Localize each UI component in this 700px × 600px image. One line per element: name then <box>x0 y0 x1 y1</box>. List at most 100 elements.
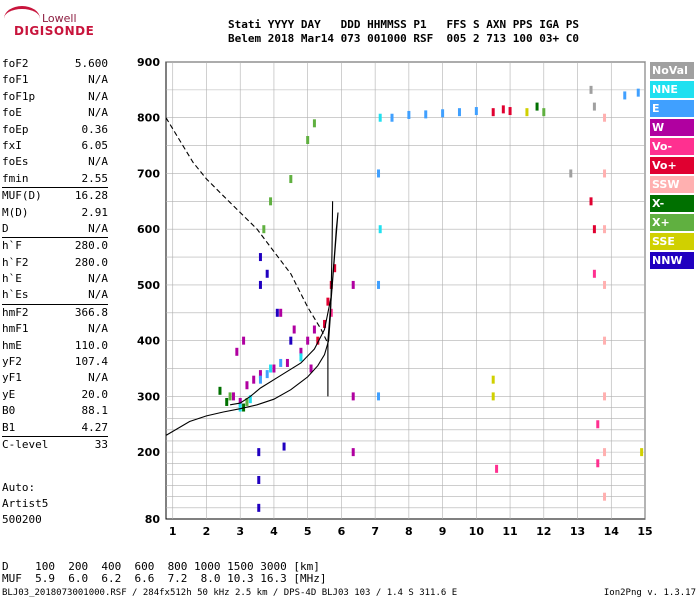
data-point <box>299 353 303 362</box>
param-value: N/A <box>88 155 108 169</box>
data-point <box>257 475 261 484</box>
logo-digisonde: DIGISONDE <box>14 24 95 38</box>
header-line1: Stati YYYY DAY DDD HHMMSS P1 FFS S AXN P… <box>228 18 579 31</box>
data-point <box>257 448 261 457</box>
param-name: M(D) <box>2 205 29 219</box>
legend-item: X- <box>650 195 694 212</box>
data-point <box>312 119 316 128</box>
data-point <box>424 110 428 119</box>
param-row: yF1 N/A <box>2 370 108 386</box>
data-point <box>245 397 249 406</box>
x-tick-label: 15 <box>637 525 652 538</box>
data-point <box>491 375 495 384</box>
auto-info: Auto: Artist5 500200 <box>2 480 48 528</box>
x-tick-label: 13 <box>570 525 585 538</box>
data-point <box>592 102 596 111</box>
param-value: N/A <box>88 272 108 286</box>
legend-item: NNE <box>650 81 694 98</box>
param-row: foF1 N/A <box>2 72 108 88</box>
data-point <box>377 169 381 178</box>
param-value: 366.8 <box>74 305 108 319</box>
param-name: h`F <box>2 239 22 253</box>
param-row: C-level 33 <box>2 437 108 453</box>
param-row: B1 4.27 <box>2 420 108 436</box>
data-point <box>235 347 239 356</box>
curve-trace <box>230 212 339 406</box>
param-row: yF2 107.4 <box>2 354 108 370</box>
data-point <box>258 370 262 379</box>
data-point <box>542 108 546 117</box>
data-point <box>312 325 316 334</box>
data-point <box>242 336 246 345</box>
data-point <box>258 253 262 262</box>
param-row: D N/A <box>2 221 108 237</box>
param-row: B0 88.1 <box>2 403 108 419</box>
param-value: 4.27 <box>81 420 109 434</box>
param-value: 16.28 <box>74 189 108 203</box>
data-point <box>596 459 600 468</box>
param-name: foEs <box>2 155 29 169</box>
data-point <box>351 280 355 289</box>
data-point <box>238 403 242 412</box>
param-value: 280.0 <box>74 239 108 253</box>
param-value: 2.55 <box>81 171 109 185</box>
data-point <box>289 175 293 184</box>
y-tick-label: 800 <box>137 112 160 125</box>
data-point <box>252 375 256 384</box>
y-tick-label: 400 <box>137 335 160 348</box>
param-name: foF1p <box>2 89 36 103</box>
auto-program: Artist5 <box>2 497 49 510</box>
data-point <box>603 225 607 234</box>
data-point <box>326 297 330 306</box>
d-line: D 100 200 400 600 800 1000 1500 3000 [km… <box>2 560 320 573</box>
legend-item: X+ <box>650 214 694 231</box>
x-tick-label: 2 <box>203 525 211 538</box>
data-point <box>306 336 310 345</box>
auto-label: Auto: <box>2 481 36 494</box>
data-point <box>525 108 529 117</box>
param-value: N/A <box>88 106 108 120</box>
param-value: 5.600 <box>74 57 108 70</box>
param-value: N/A <box>88 89 108 103</box>
header-line2: Belem 2018 Mar14 073 001000 RSF 005 2 71… <box>228 32 579 45</box>
param-name: fxI <box>2 138 22 152</box>
data-point <box>333 264 337 273</box>
param-value: 0.36 <box>81 122 109 136</box>
param-row: hmE 110.0 <box>2 338 108 354</box>
data-point <box>323 319 327 328</box>
legend: NoVal NNE E W Vo- Vo+ SSW X- X+ SSE NNW <box>650 62 694 271</box>
data-point <box>269 364 273 373</box>
param-row: h`Es N/A <box>2 287 108 303</box>
data-point <box>501 105 505 114</box>
x-tick-label: 14 <box>604 525 620 538</box>
param-row: foF2 5.600 <box>2 56 108 72</box>
data-point <box>390 113 394 122</box>
data-point <box>265 370 269 379</box>
data-point <box>257 503 261 512</box>
param-value: N/A <box>88 73 108 87</box>
data-point <box>262 225 266 234</box>
param-name: foF2 <box>2 57 29 70</box>
param-row: foE N/A <box>2 105 108 121</box>
param-value: 20.0 <box>81 387 109 401</box>
param-row: hmF2 366.8 <box>2 305 108 321</box>
param-name: MUF(D) <box>2 189 42 203</box>
x-tick-label: 4 <box>270 525 278 538</box>
data-point <box>592 269 596 278</box>
version: Ion2Png v. 1.3.17 <box>603 588 696 598</box>
param-value: 6.05 <box>81 138 109 152</box>
param-value: 107.4 <box>74 355 108 369</box>
x-tick-label: 3 <box>236 525 244 538</box>
data-point <box>329 308 333 317</box>
param-separator <box>2 187 108 189</box>
muf-line: MUF 5.9 6.0 6.2 6.6 7.2 8.0 10.3 16.3 [M… <box>2 572 327 585</box>
param-name: foEp <box>2 122 29 136</box>
param-name: B1 <box>2 420 16 434</box>
data-point <box>225 397 229 406</box>
param-separator <box>2 237 108 239</box>
legend-item: NoVal <box>650 62 694 79</box>
data-point <box>377 392 381 401</box>
legend-item: Vo- <box>650 138 694 155</box>
data-point <box>351 392 355 401</box>
